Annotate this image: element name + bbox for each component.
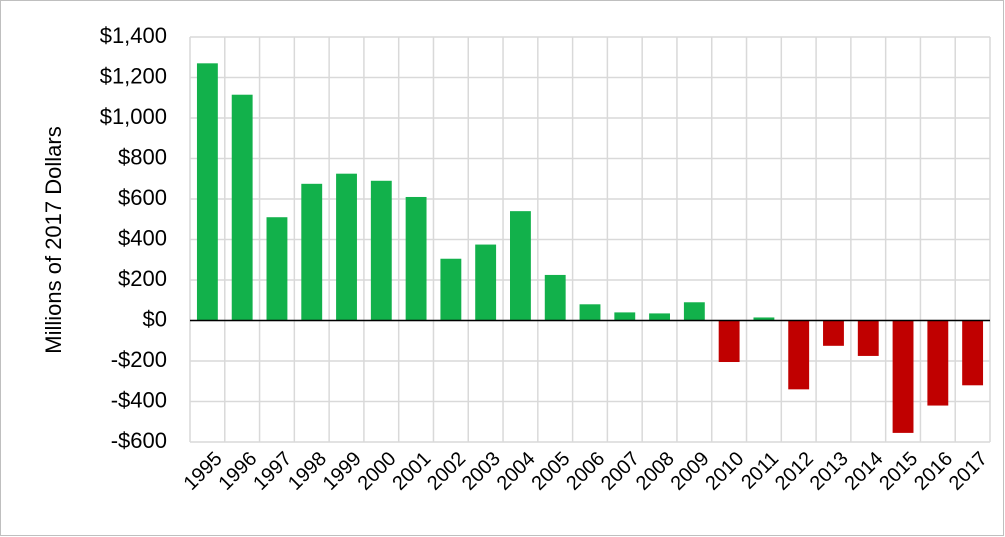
bar [579,304,601,321]
bar [718,320,740,363]
bar [614,312,636,321]
y-axis-label: Millions of 2017 Dollars [41,126,66,353]
bar [510,211,531,321]
bar [962,320,984,386]
y-tick-label: $600 [118,185,167,210]
y-tick-label: $800 [118,144,167,169]
bar [405,196,427,321]
y-tick-label: $1,200 [100,63,167,88]
bar [301,183,323,321]
bar [927,320,949,406]
y-tick-label: $1,000 [100,104,167,129]
y-tick-label: $1,400 [100,23,167,48]
bar [823,320,844,346]
bar [440,258,462,321]
y-tick-label: -$600 [111,428,167,453]
bar [336,173,357,321]
bar [857,320,879,356]
bar [231,94,253,321]
bar [892,320,914,433]
bar [544,274,566,321]
y-tick-label: -$400 [111,387,167,412]
bar [649,313,670,321]
y-tick-label: -$200 [111,347,167,372]
y-tick-label: $0 [143,306,167,331]
y-tick-label: $400 [118,225,167,250]
bar [683,302,705,321]
bar [753,317,775,321]
bar [475,244,497,321]
y-tick-label: $200 [118,266,167,291]
bar [196,63,218,321]
bar [788,320,810,390]
bar [266,217,288,321]
bar [370,180,392,321]
